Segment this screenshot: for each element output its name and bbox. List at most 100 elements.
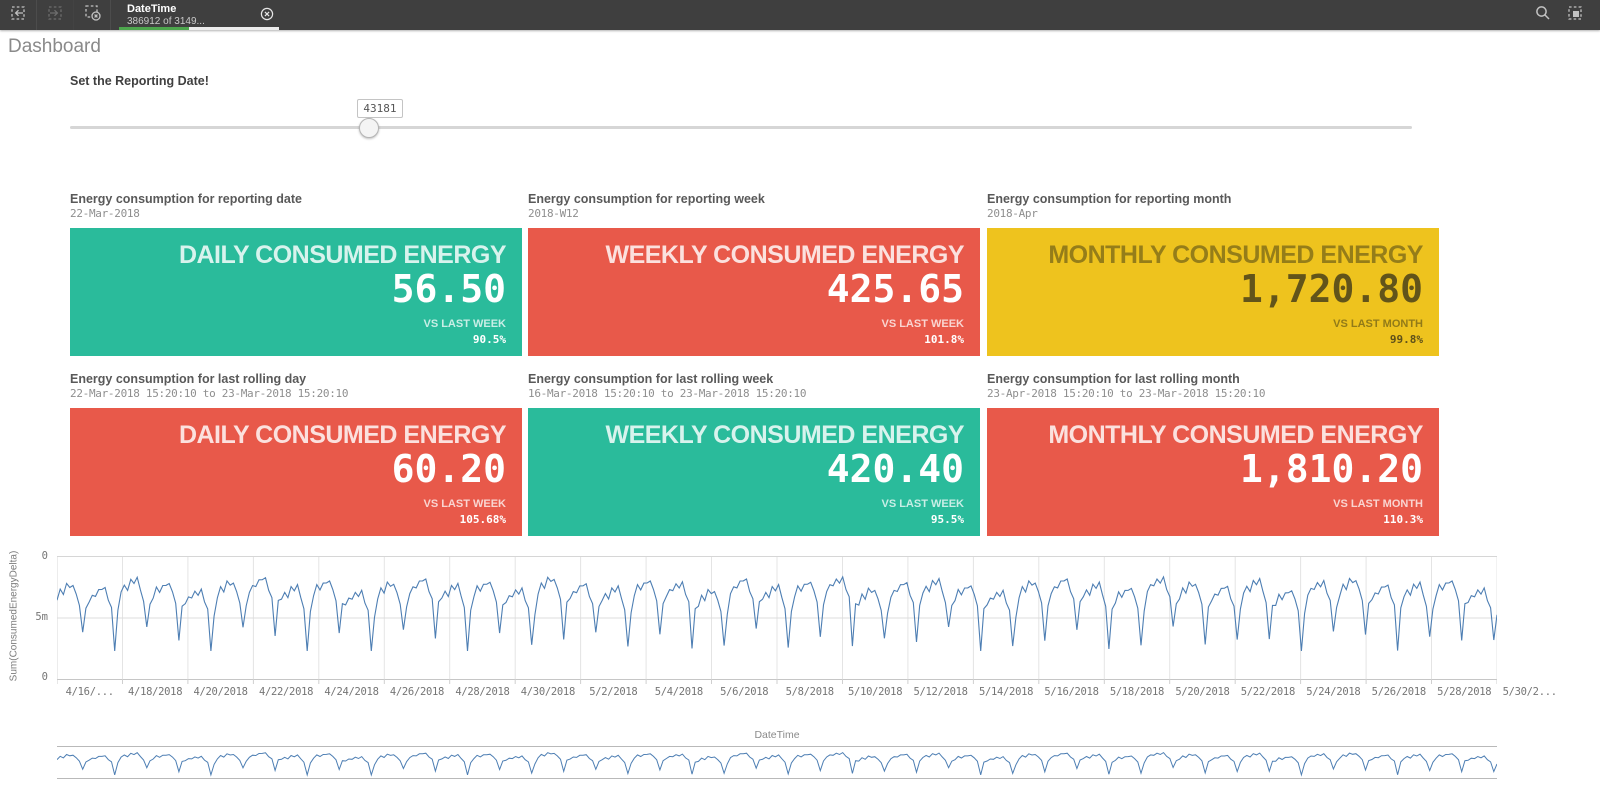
kpi-compare-label: VS LAST WEEK (423, 498, 506, 510)
x-tick-label: 4/28/2018 (455, 686, 510, 698)
x-axis-labels: 4/16/... 4/18/2018 4/20/2018 4/22/2018 4/24/… (57, 686, 1557, 700)
y-axis-title: Sum(ConsumedEnergyDelta) (8, 550, 20, 682)
kpi-card-title: MONTHLY CONSUMED ENERGY (1048, 241, 1423, 269)
kpi-title: Energy consumption for last rolling mont… (987, 372, 1240, 386)
kpi-compare-value: 99.8% (1389, 333, 1423, 346)
consumed-energy-line (57, 575, 1497, 651)
x-tick-label: 5/14/2018 (978, 686, 1034, 698)
kpi-card-title: WEEKLY CONSUMED ENERGY (605, 421, 964, 449)
top-bar: DateTime 386912 of 3149... (0, 0, 1600, 30)
kpi-title: Energy consumption for last rolling day (70, 372, 307, 386)
kpi-subtitle: 23-Apr-2018 15:20:10 to 23-Mar-2018 15:2… (987, 387, 1266, 400)
selection-chip-field: DateTime (127, 3, 177, 15)
kpi-card-value: 420.40 (826, 447, 964, 491)
kpi-subtitle: 2018-W12 (528, 207, 579, 220)
x-tick-label: 5/12/2018 (913, 686, 968, 698)
x-tick-label: 5/24/2018 (1306, 686, 1361, 698)
redo-selection-button[interactable] (37, 0, 74, 30)
undo-selection-button[interactable] (0, 0, 37, 30)
reporting-date-value: 43181 (356, 99, 403, 118)
kpi-reporting-month: Energy consumption for reporting month 2… (987, 192, 1439, 356)
kpi-reporting-day: Energy consumption for reporting date 22… (70, 192, 522, 356)
kpi-compare-label: VS LAST WEEK (881, 318, 964, 330)
navigator-svg (57, 751, 1497, 777)
kpi-compare-value: 101.8% (924, 333, 964, 346)
kpi-rolling-month: Energy consumption for last rolling mont… (987, 372, 1439, 536)
x-tick-label: 5/18/2018 (1109, 686, 1165, 698)
reporting-date-slider-track[interactable] (70, 126, 1412, 129)
smart-search-button[interactable] (1520, 0, 1566, 30)
redo-selection-icon (46, 4, 64, 27)
x-tick-label: 5/8/2018 (785, 686, 834, 698)
chart-range-navigator[interactable] (57, 746, 1497, 779)
selections-tool-button[interactable] (1566, 0, 1600, 30)
kpi-card: WEEKLY CONSUMED ENERGY 420.40 VS LAST WE… (528, 408, 980, 536)
kpi-card-title: MONTHLY CONSUMED ENERGY (1048, 421, 1423, 449)
y-tick-label: 0 (41, 550, 48, 562)
x-tick-label: 5/16/2018 (1044, 686, 1099, 698)
x-axis-title: DateTime (754, 729, 800, 741)
x-axis-ticks (57, 679, 1497, 685)
kpi-card-value: 1,810.20 (1239, 447, 1423, 491)
x-tick-label: 4/16/... (65, 686, 114, 698)
kpi-rolling-day: Energy consumption for last rolling day … (70, 372, 522, 536)
x-tick-label: 5/22/2018 (1240, 686, 1296, 698)
kpi-card: DAILY CONSUMED ENERGY 56.50 VS LAST WEEK… (70, 228, 522, 356)
x-tick-label: 5/30/2... (1502, 686, 1558, 698)
kpi-subtitle: 16-Mar-2018 15:20:10 to 23-Mar-2018 15:2… (528, 387, 807, 400)
x-tick-label: 4/26/2018 (389, 686, 445, 698)
kpi-subtitle: 2018-Apr (987, 207, 1038, 220)
kpi-title: Energy consumption for reporting month (987, 192, 1232, 206)
navigator-line (57, 751, 1497, 777)
kpi-compare-label: VS LAST MONTH (1333, 498, 1423, 510)
y-tick-label: 0 (41, 671, 48, 683)
x-tick-label: 5/2/2018 (589, 686, 638, 698)
kpi-compare-value: 90.5% (472, 333, 506, 346)
kpi-title: Energy consumption for last rolling week (528, 372, 774, 386)
page-title: Dashboard (8, 36, 101, 57)
reporting-date-label: Set the Reporting Date! (70, 74, 209, 88)
kpi-title: Energy consumption for reporting week (528, 192, 765, 206)
energy-line-chart-plot[interactable] (57, 556, 1497, 680)
kpi-subtitle: 22-Mar-2018 (70, 207, 140, 220)
selections-tool-icon (1566, 4, 1600, 27)
kpi-card-value: 56.50 (391, 267, 506, 311)
kpi-title: Energy consumption for reporting date (70, 192, 302, 206)
x-tick-label: 5/6/2018 (720, 686, 769, 698)
close-icon[interactable] (260, 7, 274, 26)
reporting-date-slider-handle[interactable] (358, 118, 379, 138)
kpi-card-value: 1,720.80 (1239, 267, 1423, 311)
kpi-card-value: 60.20 (391, 447, 506, 491)
selection-chip-count: 386912 of 3149... (127, 16, 205, 27)
x-tick-label: 5/4/2018 (654, 686, 703, 698)
kpi-rolling-week: Energy consumption for last rolling week… (528, 372, 980, 536)
kpi-compare-value: 95.5% (930, 513, 964, 526)
x-tick-label: 5/20/2018 (1175, 686, 1230, 698)
clear-selections-icon (83, 3, 102, 27)
undo-selection-icon (9, 4, 27, 27)
x-tick-label: 4/24/2018 (324, 686, 379, 698)
x-tick-label: 4/22/2018 (258, 686, 314, 698)
x-tick-label: 5/10/2018 (848, 686, 903, 698)
kpi-card: WEEKLY CONSUMED ENERGY 425.65 VS LAST WE… (528, 228, 980, 356)
selection-chip-datetime[interactable]: DateTime 386912 of 3149... (119, 0, 279, 30)
kpi-compare-value: 105.68% (459, 513, 506, 526)
kpi-subtitle: 22-Mar-2018 15:20:10 to 23-Mar-2018 15:2… (70, 387, 349, 400)
kpi-compare-label: VS LAST WEEK (423, 318, 506, 330)
kpi-card-value: 425.65 (826, 267, 964, 311)
kpi-card-title: WEEKLY CONSUMED ENERGY (605, 241, 964, 269)
kpi-card-title: DAILY CONSUMED ENERGY (178, 241, 507, 269)
kpi-compare-label: VS LAST WEEK (881, 498, 964, 510)
kpi-card: MONTHLY CONSUMED ENERGY 1,720.80 VS LAST… (987, 228, 1439, 356)
kpi-compare-label: VS LAST MONTH (1333, 318, 1423, 330)
kpi-reporting-week: Energy consumption for reporting week 20… (528, 192, 980, 356)
y-tick-label: 5m (35, 611, 48, 623)
kpi-card: MONTHLY CONSUMED ENERGY 1,810.20 VS LAST… (987, 408, 1439, 536)
x-tick-label: 4/18/2018 (128, 686, 183, 698)
x-tick-label: 4/20/2018 (193, 686, 248, 698)
search-icon (1534, 4, 1552, 27)
selection-ratio-fill (119, 27, 190, 30)
clear-selections-button[interactable] (74, 0, 111, 30)
x-tick-label: 5/26/2018 (1371, 686, 1427, 698)
kpi-card-title: DAILY CONSUMED ENERGY (178, 421, 507, 449)
